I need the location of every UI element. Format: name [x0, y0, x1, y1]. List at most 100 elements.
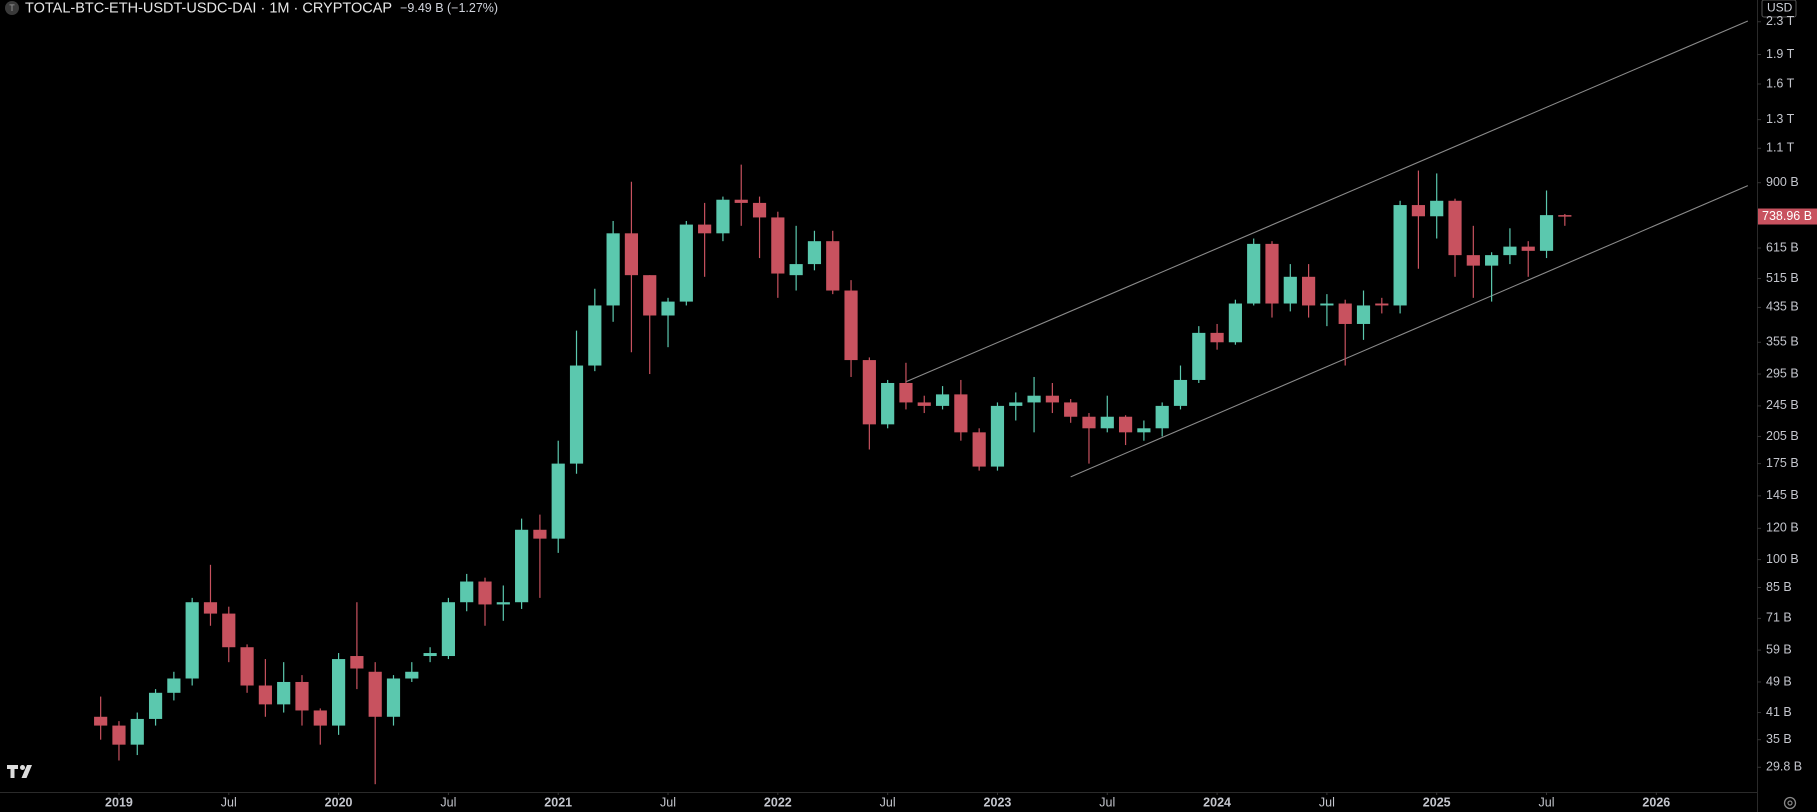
- currency-box[interactable]: [1761, 0, 1797, 18]
- candle-body: [1155, 405, 1169, 429]
- candle-body: [1137, 428, 1151, 433]
- candle-body: [862, 360, 876, 425]
- candle-body: [679, 224, 693, 302]
- candle-body: [1338, 303, 1352, 324]
- candle-body: [569, 365, 584, 464]
- last-price-marker: [1758, 208, 1817, 225]
- y-tick-label: 100 B: [1766, 552, 1799, 566]
- candle-body: [277, 681, 291, 705]
- candle-body: [771, 217, 785, 274]
- candle-body: [1356, 305, 1371, 324]
- x-tick-label: Jul: [660, 795, 676, 809]
- trendline: [1070, 185, 1749, 478]
- x-tick-label: 2024: [1203, 795, 1231, 809]
- settings-icon[interactable]: [1783, 796, 1797, 810]
- candle-body: [1192, 332, 1206, 380]
- candle-body: [148, 692, 163, 719]
- candle-body: [423, 653, 437, 657]
- x-tick-label: 2019: [105, 795, 133, 809]
- x-tick-label: Jul: [1099, 795, 1115, 809]
- y-tick-label: 900 B: [1766, 175, 1799, 189]
- y-tick-label: 41 B: [1766, 705, 1792, 719]
- candle-body: [661, 301, 675, 316]
- y-tick-label: 49 B: [1766, 674, 1792, 688]
- candle-body: [1100, 416, 1114, 429]
- x-tick-label: Jul: [440, 795, 456, 809]
- candle-body: [130, 718, 144, 745]
- candle-body: [1009, 402, 1023, 406]
- y-tick-label: 615 B: [1766, 240, 1799, 254]
- y-tick-label: 435 B: [1766, 300, 1799, 314]
- candle-body: [588, 305, 602, 366]
- last-price-label: 738.96 B: [1762, 209, 1812, 223]
- candle-body: [1320, 303, 1334, 306]
- x-tick-label: 2025: [1423, 795, 1451, 809]
- candle-body: [185, 602, 199, 679]
- y-tick-label: 85 B: [1766, 580, 1792, 594]
- gear[interactable]: [1783, 796, 1797, 810]
- candle-body: [826, 241, 840, 291]
- candle-body: [515, 529, 529, 603]
- gear-hub[interactable]: [1787, 800, 1793, 806]
- y-tick-label: 71 B: [1766, 611, 1792, 625]
- candle-body: [1448, 200, 1462, 256]
- candle-body: [167, 678, 181, 693]
- y-tick-label: 29.8 B: [1766, 760, 1802, 774]
- candle-body: [295, 681, 309, 711]
- candle-body: [1045, 395, 1059, 403]
- plot-area: [94, 20, 1749, 785]
- candle-body: [1521, 246, 1535, 251]
- candle-body: [386, 678, 401, 717]
- candle-body: [698, 224, 712, 234]
- candle-body: [240, 647, 254, 686]
- x-tick-label: 2026: [1642, 795, 1670, 809]
- candle-body: [1558, 215, 1572, 217]
- candle-body: [203, 602, 218, 614]
- candle-body: [1411, 205, 1426, 217]
- candle-body: [1466, 255, 1480, 266]
- candle-body: [1027, 395, 1041, 403]
- candle-body: [972, 432, 986, 467]
- candle-body: [441, 602, 455, 657]
- candle-body: [643, 275, 657, 316]
- candle-body: [1375, 303, 1389, 306]
- y-tick-label: 515 B: [1766, 271, 1799, 285]
- y-tick-label: 295 B: [1766, 366, 1799, 380]
- candle-body: [1430, 200, 1444, 217]
- candle-body: [94, 716, 108, 726]
- candle-body: [460, 581, 474, 603]
- candle-body: [1118, 416, 1133, 433]
- candle-body: [1064, 402, 1078, 417]
- y-tick-label: 1.3 T: [1766, 112, 1795, 126]
- currency-label: USD: [1767, 1, 1793, 15]
- candle-body: [368, 671, 382, 717]
- logo-part: [20, 765, 25, 770]
- candle-body: [917, 402, 931, 406]
- candle-body: [624, 233, 639, 276]
- x-tick-label: 2021: [544, 795, 572, 809]
- y-tick-label: 59 B: [1766, 642, 1792, 656]
- candle-body: [1265, 243, 1279, 304]
- candle-body: [1210, 332, 1224, 343]
- candle-body: [533, 529, 547, 539]
- y-tick-label: 175 B: [1766, 456, 1799, 470]
- y-tick-label: 145 B: [1766, 488, 1799, 502]
- candle-body: [954, 394, 968, 433]
- candle-body: [789, 264, 803, 276]
- logo-part: [7, 765, 18, 778]
- candle-body: [1302, 276, 1316, 306]
- symbol-icon-letter: T: [9, 3, 15, 13]
- candle-body: [734, 199, 748, 203]
- x-tick-label: Jul: [221, 795, 237, 809]
- y-tick-label: 205 B: [1766, 429, 1799, 443]
- y-tick-label: 355 B: [1766, 335, 1799, 349]
- symbol-icon: [5, 1, 19, 15]
- price-change: −9.49 B (−1.27%): [400, 1, 498, 15]
- candle-body: [331, 659, 346, 726]
- x-tick-label: 2020: [325, 795, 353, 809]
- trendline: [905, 20, 1749, 383]
- axes: 2.3 T 1.9 T 1.6 T 1.3 T 1.1 T 900 B 615 B 515 B…: [105, 14, 1817, 809]
- candle-body: [1485, 255, 1499, 266]
- candle-body: [899, 382, 913, 403]
